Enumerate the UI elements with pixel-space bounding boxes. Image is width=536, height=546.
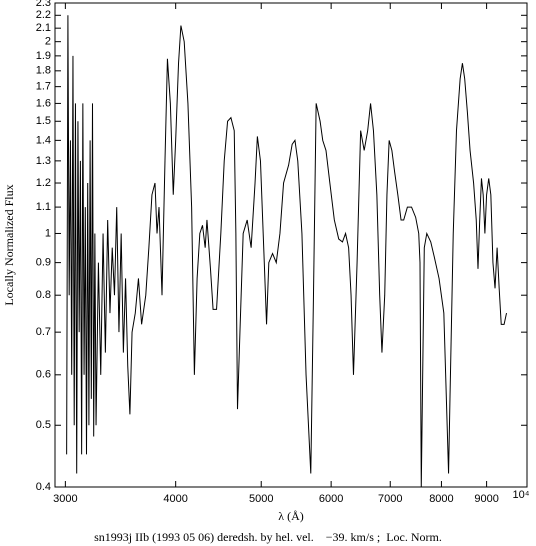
y-tick-label: 0.8	[36, 289, 51, 301]
y-tick-label: 2	[45, 36, 51, 48]
y-tick-label: 2.2	[36, 9, 51, 21]
y-tick-label: 0.5	[36, 419, 51, 431]
x-tick-label: 4000	[163, 493, 187, 505]
y-tick-label: 1.1	[36, 201, 51, 213]
y-tick-label: 1	[45, 227, 51, 239]
y-tick-label: 2.3	[36, 0, 51, 9]
plot-frame	[54, 2, 528, 488]
y-tick-label: 1.8	[36, 65, 51, 77]
y-tick-label: 2.1	[36, 22, 51, 34]
spectrum-line	[66, 15, 508, 487]
x-tick-label: 3000	[53, 493, 77, 505]
y-tick-label: 1.9	[36, 50, 51, 62]
x-axis-label: λ (Å)	[278, 509, 303, 523]
y-tick-label: 0.7	[36, 326, 51, 338]
y-tick-label: 1.4	[36, 134, 51, 146]
x-tick-label: 9000	[474, 493, 498, 505]
y-tick-label: 1.3	[36, 155, 51, 167]
y-tick-label: 1.6	[36, 97, 51, 109]
y-tick-label: 1.5	[36, 115, 51, 127]
y-tick-label: 0.9	[36, 257, 51, 269]
x-tick-label: 8000	[429, 493, 453, 505]
y-tick-label: 1.7	[36, 81, 51, 93]
x-tick-label: 6000	[319, 493, 343, 505]
y-tick-label: 1.2	[36, 177, 51, 189]
caption: sn1993j IIb (1993 05 06) deredsh. by hel…	[94, 530, 442, 544]
x-tick-label: 10⁴	[513, 489, 530, 501]
x-tick-label: 5000	[249, 493, 273, 505]
y-axis-label: Locally Normalized Flux	[2, 184, 16, 305]
y-tick-label: 0.6	[36, 369, 51, 381]
y-tick-label: 0.4	[36, 481, 51, 493]
x-tick-label: 7000	[378, 493, 402, 505]
